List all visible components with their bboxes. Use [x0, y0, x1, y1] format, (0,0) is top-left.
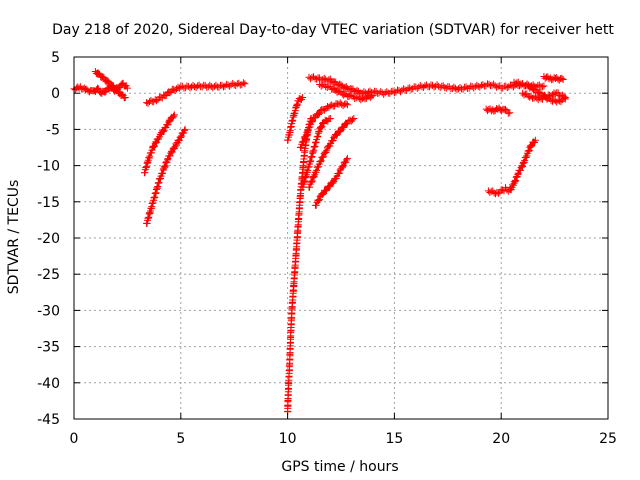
- series-arc-7: [284, 94, 307, 144]
- y-tick-label: -35: [37, 340, 60, 356]
- series-arc-4: [141, 111, 178, 177]
- y-tick-label: -45: [37, 412, 60, 428]
- y-tick-label: -10: [37, 159, 60, 175]
- y-tick-label: -25: [37, 267, 60, 283]
- data-point-markers: [299, 115, 334, 191]
- data-point-markers: [143, 79, 249, 107]
- data-point-markers: [296, 99, 351, 151]
- series-arc-10: [311, 154, 351, 209]
- y-tick-label: 0: [51, 86, 60, 102]
- x-axis-label: GPS time / hours: [281, 459, 398, 475]
- data-point-markers: [91, 68, 129, 102]
- axis-ticks: 0 5 10 15 20 25 5 0 -5 -10 -15 -20 -25 -30 -35 -40 -45: [37, 50, 617, 447]
- data-point-markers: [284, 115, 315, 416]
- y-tick-label: -15: [37, 195, 60, 211]
- series-arc-17: [510, 78, 569, 106]
- series-arc-6-deep: [284, 115, 315, 416]
- data-point-markers: [484, 136, 539, 198]
- series-arc-3-steep: [143, 125, 189, 227]
- x-tick-label: 20: [492, 431, 510, 447]
- x-tick-label: 0: [70, 431, 79, 447]
- y-axis-label: SDTVAR / TECUs: [6, 180, 22, 295]
- data-point-markers: [316, 81, 377, 104]
- series-arc-11: [305, 115, 358, 191]
- data-point-markers: [143, 125, 189, 227]
- data-point-markers: [305, 115, 358, 191]
- x-tick-label: 15: [385, 431, 403, 447]
- grid: [74, 57, 608, 419]
- series-arc-14: [482, 104, 514, 117]
- series-arc-5-flat: [143, 79, 249, 107]
- series-arc-9: [296, 99, 351, 151]
- chart-title: Day 218 of 2020, Sidereal Day-to-day VTE…: [52, 22, 614, 38]
- data-point-markers: [141, 111, 178, 177]
- data-point-markers: [311, 154, 351, 209]
- series-arc-13: [316, 81, 377, 104]
- y-tick-label: 5: [51, 50, 60, 66]
- y-tick-label: -5: [46, 122, 60, 138]
- y-tick-label: -20: [37, 231, 60, 247]
- data-point-markers: [540, 73, 567, 84]
- y-tick-label: -30: [37, 303, 60, 319]
- data-point-markers: [482, 104, 514, 117]
- x-tick-label: 10: [279, 431, 297, 447]
- series-arc-8: [299, 115, 334, 191]
- x-tick-label: 25: [599, 431, 617, 447]
- data-point-markers: [284, 94, 307, 144]
- y-tick-label: -40: [37, 376, 60, 392]
- data-point-markers: [510, 78, 569, 106]
- series-arc-18: [540, 73, 567, 84]
- series-arc-2-spike: [91, 68, 129, 102]
- data-markers: [70, 68, 569, 416]
- series-arc-15-late: [484, 136, 539, 198]
- x-tick-label: 5: [176, 431, 185, 447]
